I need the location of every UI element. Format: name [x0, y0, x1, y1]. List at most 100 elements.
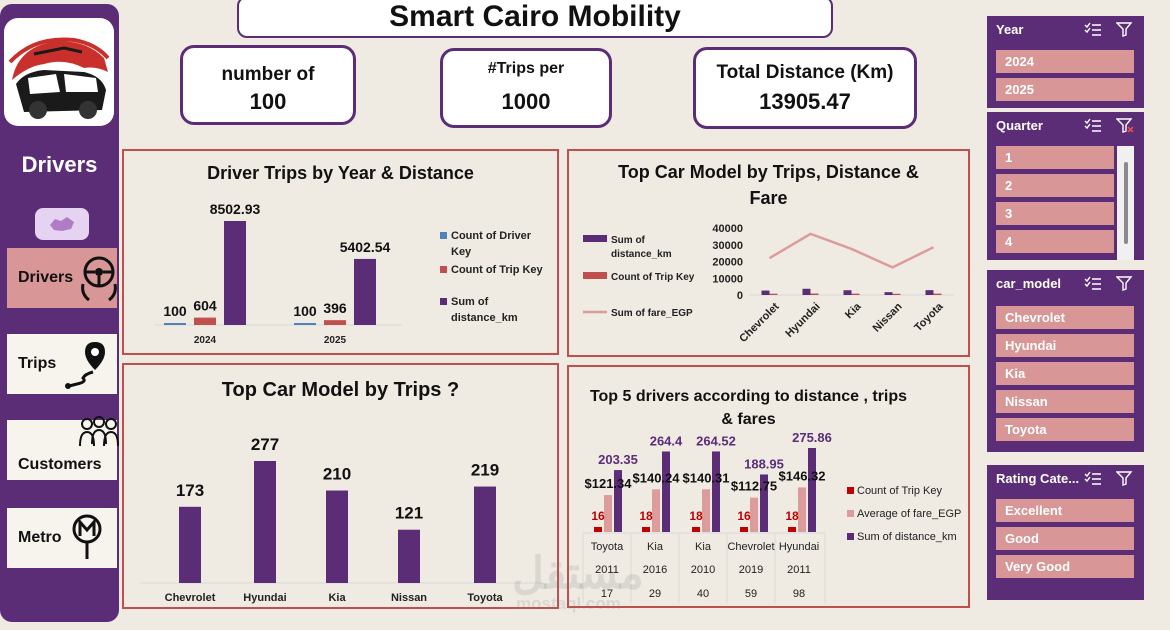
bar-distance-Chevrolet [761, 290, 770, 295]
map-icon [50, 217, 74, 231]
kpi-label: number of [221, 64, 315, 85]
legend-swatch [440, 298, 447, 305]
x-tick-model: Kia [647, 541, 664, 553]
slicer-item-2025[interactable]: 2025 [996, 78, 1134, 101]
chart-title: Top Car Model by Trips ? [221, 379, 460, 401]
chart-title: Top 5 drivers according to distance , tr… [589, 388, 908, 428]
x-tick-label: Nissan [871, 300, 905, 334]
multi-select-icon[interactable] [1084, 276, 1102, 291]
nav-drivers-button[interactable]: Drivers [7, 248, 117, 308]
sidebar-heading: Drivers [21, 152, 98, 177]
x-tick-label: Hyundai [783, 301, 822, 340]
nav-customers-label: Customers [18, 456, 102, 473]
x-tick-label: Kia [843, 300, 864, 321]
data-label: 210 [323, 465, 351, 484]
clear-filter-icon[interactable] [1116, 276, 1134, 291]
line-fare [768, 232, 935, 269]
bar-distance-0 [614, 470, 622, 532]
slicer-item-q4[interactable]: 4 [996, 230, 1114, 253]
legend-entry: Count of Trip Key [611, 272, 695, 283]
slicer-item-very-good[interactable]: Very Good [996, 555, 1134, 578]
scrollbar-thumb[interactable] [1124, 162, 1128, 244]
multi-select-icon[interactable] [1084, 118, 1102, 133]
bar-trips-Kia [851, 293, 860, 295]
kpi-trips-per: #Trips per 1000 [440, 48, 612, 128]
bar-distance-3 [760, 474, 768, 532]
slicer-item-q1[interactable]: 1 [996, 146, 1114, 169]
data-label: $121.34 [585, 476, 633, 491]
legend-entry: Count of Trip Key [857, 485, 942, 497]
data-label: 604 [193, 298, 217, 314]
bar-trips-Hyundai [810, 293, 819, 295]
data-label: 396 [323, 300, 347, 316]
slicer-item-nissan[interactable]: Nissan [996, 390, 1134, 413]
bar-fare-0 [604, 495, 612, 532]
chart-panel-year-distance: Driver Trips by Year & Distance 100 604 85… [122, 149, 559, 355]
bar-fare-2 [702, 489, 710, 532]
bar-trips-Chevrolet [769, 293, 778, 295]
slicer-item-q3[interactable]: 3 [996, 202, 1114, 225]
data-label: $146.32 [779, 468, 826, 483]
bar-trips-3 [740, 527, 748, 532]
slicer-title: Year [996, 22, 1024, 37]
slicer-item-good[interactable]: Good [996, 527, 1134, 550]
bar-2025-2 [354, 258, 376, 325]
x-tick-driver: 17 [601, 588, 613, 600]
legend-swatch [440, 232, 447, 239]
x-tick-driver: 59 [745, 588, 757, 600]
slicer-item-toyota[interactable]: Toyota [996, 418, 1134, 441]
data-label: 18 [785, 509, 799, 523]
slicer-item-chevrolet[interactable]: Chevrolet [996, 306, 1134, 329]
nav-customers-button[interactable]: Customers [7, 416, 119, 480]
metro-sign-icon [72, 514, 102, 559]
kpi-value: 1000 [501, 89, 551, 114]
bar-trips-4 [788, 527, 796, 532]
chart-model-combo: 0 10000 20000 30000 40000 Chevrolet Hyundai Kia… [583, 223, 954, 345]
slicer-item-q2[interactable]: 2 [996, 174, 1114, 197]
y-tick-label: 40000 [712, 223, 743, 235]
legend-entry: Sum of distance_km [451, 296, 518, 324]
slicer-quarter: Quarter 1 2 3 4 [987, 112, 1144, 260]
clear-filter-active-icon[interactable] [1116, 118, 1134, 133]
bar-distance-Hyundai [802, 288, 811, 295]
data-label: 277 [251, 435, 279, 454]
y-tick-label: 30000 [712, 240, 743, 252]
x-tick-year: 2011 [595, 564, 619, 576]
data-label: 5402.54 [340, 239, 391, 255]
slicer-scrollbar[interactable] [1117, 146, 1134, 260]
multi-select-icon[interactable] [1084, 471, 1102, 486]
slicer-rating-category: Rating Cate... Excellent Good Very Good [987, 465, 1144, 600]
bar-distance-1 [662, 451, 670, 532]
data-label: 100 [293, 303, 317, 319]
legend-swatch [847, 510, 854, 517]
x-tick-driver: 98 [793, 588, 805, 600]
slicer-item-kia[interactable]: Kia [996, 362, 1134, 385]
multi-select-icon[interactable] [1084, 22, 1102, 37]
page-title: Smart Cairo Mobility [237, 0, 833, 38]
x-tick-year: 2019 [739, 564, 763, 576]
kpi-driver-count: number of 100 [180, 45, 356, 125]
data-label: 188.95 [744, 456, 784, 471]
bar-2025-1 [324, 320, 346, 325]
x-tick-label: 2025 [324, 335, 347, 346]
data-label: 18 [689, 509, 703, 523]
legend-entry: Sum of distance_km [611, 235, 672, 260]
bar-Hyundai [254, 461, 276, 583]
bar-Kia [326, 490, 348, 583]
slicer-item-2024[interactable]: 2024 [996, 50, 1134, 73]
slicer-item-hyundai[interactable]: Hyundai [996, 334, 1134, 357]
kpi-label: Total Distance (Km) [716, 62, 894, 83]
bar-distance-2 [712, 451, 720, 532]
x-tick-model: Hyundai [779, 541, 819, 553]
bar-Nissan [398, 529, 420, 583]
legend-swatch [440, 266, 447, 273]
watermark-url: mostaql.com [516, 594, 621, 613]
slicer-item-excellent[interactable]: Excellent [996, 499, 1134, 522]
data-label: 264.4 [650, 433, 683, 448]
nav-trips-button[interactable]: Trips [7, 334, 117, 394]
nav-metro-button[interactable]: Metro [7, 508, 117, 568]
clear-filter-icon[interactable] [1116, 471, 1134, 486]
x-tick-label: Toyota [467, 592, 503, 604]
clear-filter-icon[interactable] [1116, 22, 1134, 37]
slicer-title: car_model [996, 276, 1062, 291]
